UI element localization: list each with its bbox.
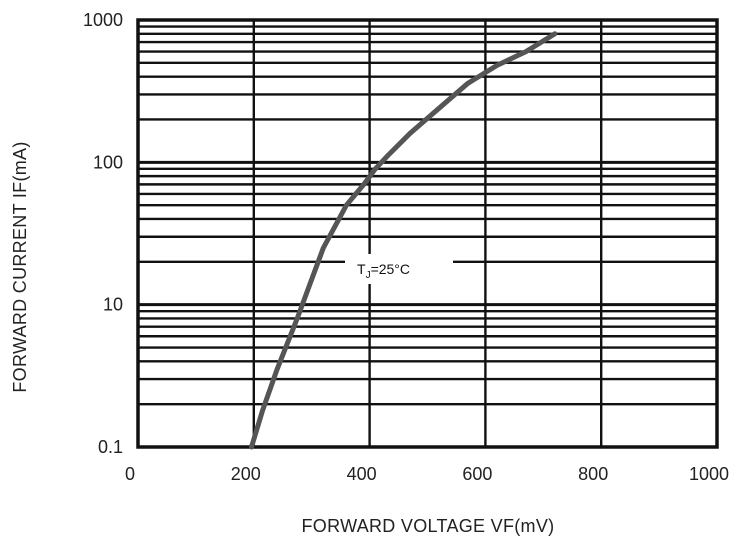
tick-labels: 0 200 400 600 800 1000 0.1 10 100 1000	[83, 10, 729, 484]
plot-frame	[136, 18, 719, 449]
x-tick-label: 400	[347, 464, 377, 484]
annotation-subscript: J	[366, 270, 371, 281]
x-tick-label: 0	[125, 464, 135, 484]
x-tick-label: 600	[462, 464, 492, 484]
annotation-main: T	[357, 261, 366, 277]
grid	[136, 18, 719, 449]
y-tick-label: 100	[93, 152, 123, 172]
y-tick-label: 1000	[83, 10, 123, 30]
x-tick-label: 800	[578, 464, 608, 484]
junction-temp-annotation: TJ=25°C	[357, 261, 410, 281]
y-tick-label: 0.1	[98, 437, 123, 457]
y-tick-label: 10	[103, 295, 123, 315]
x-axis-title: FORWARD VOLTAGE VF(mV)	[302, 516, 555, 536]
curve-layer	[249, 31, 558, 450]
y-axis-title: FORWARD CURRENT IF(mA)	[10, 141, 30, 392]
x-tick-label: 200	[231, 464, 261, 484]
annotation-box	[345, 254, 453, 284]
forward-current-curve	[249, 31, 558, 450]
x-tick-label: 1000	[689, 464, 729, 484]
annotation-rest: =25°C	[371, 261, 410, 277]
annotation-layer: TJ=25°C	[345, 254, 453, 284]
